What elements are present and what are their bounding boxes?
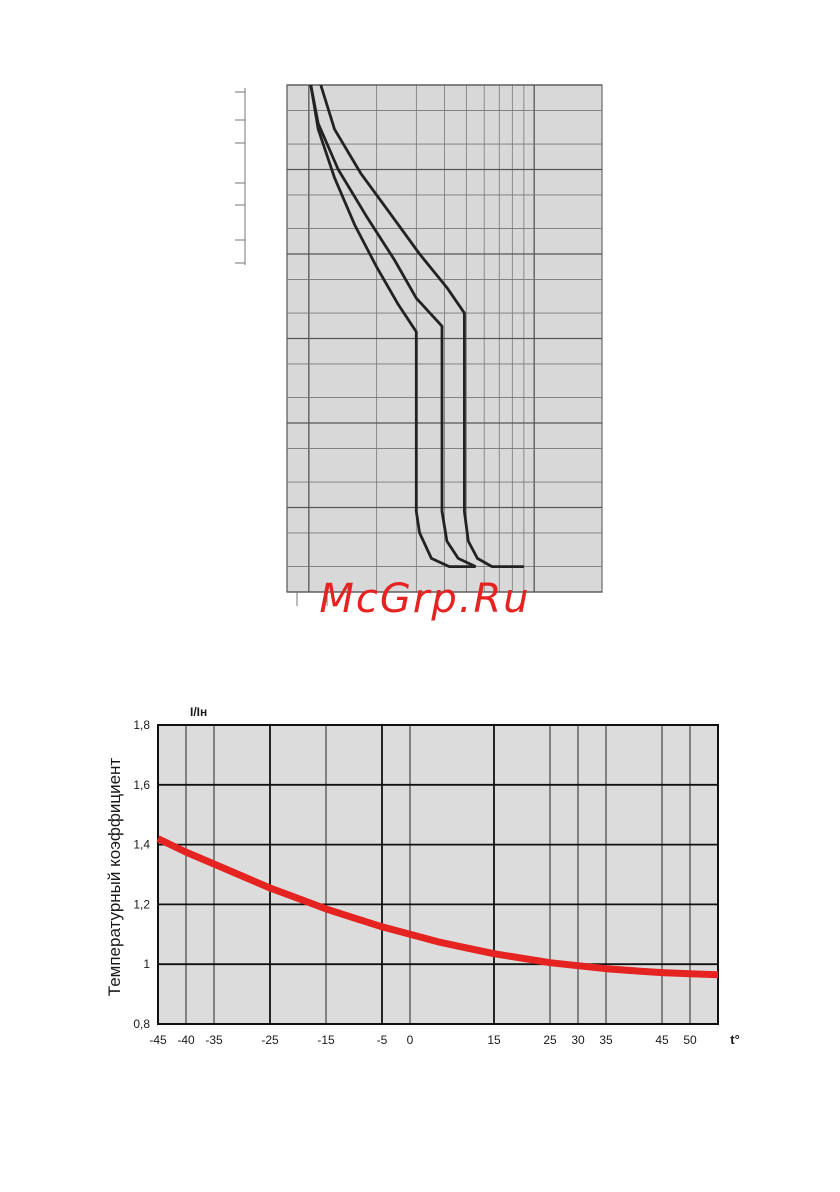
y-axis-title: Температурный коэффициент [105, 758, 124, 997]
x-tick-label: 45 [655, 1033, 669, 1047]
trip-characteristic-chart [235, 84, 603, 606]
x-tick-label: 0 [407, 1033, 414, 1047]
y-tick-label: 1 [143, 957, 150, 971]
x-tick-label: 50 [683, 1033, 697, 1047]
x-tick-label: -35 [205, 1033, 223, 1047]
temperature-curve [156, 835, 719, 979]
trip-curve-2 [309, 84, 477, 568]
x-tick-label: 30 [571, 1033, 585, 1047]
trip-curve-3 [319, 84, 524, 568]
y-tick-label: 1,2 [133, 897, 150, 911]
temperature-coefficient-chart: -45 -40 -35 -25 -15 -5 0 15 25 30 35 45 50 t° 0,8 1 1,2 1… [105, 705, 740, 1047]
x-tick-label: -5 [377, 1033, 388, 1047]
trip-curve-1 [309, 84, 476, 568]
y-tick-label: 0,8 [133, 1017, 150, 1031]
x-tick-label: 35 [599, 1033, 613, 1047]
y-tick-label: 1,6 [133, 778, 150, 792]
watermark-text: McGrp.Ru [319, 576, 530, 622]
y-tick-label: 1,4 [133, 838, 150, 852]
x-tick-label: -40 [177, 1033, 195, 1047]
x-tick-label: 25 [543, 1033, 557, 1047]
x-axis-label: t° [730, 1032, 740, 1047]
x-tick-label: -45 [149, 1033, 167, 1047]
y-unit-label: I/Iн [190, 705, 207, 719]
x-tick-label: 15 [487, 1033, 501, 1047]
x-tick-label: -15 [317, 1033, 335, 1047]
x-tick-label: -25 [261, 1033, 279, 1047]
y-tick-label: 1,8 [133, 718, 150, 732]
